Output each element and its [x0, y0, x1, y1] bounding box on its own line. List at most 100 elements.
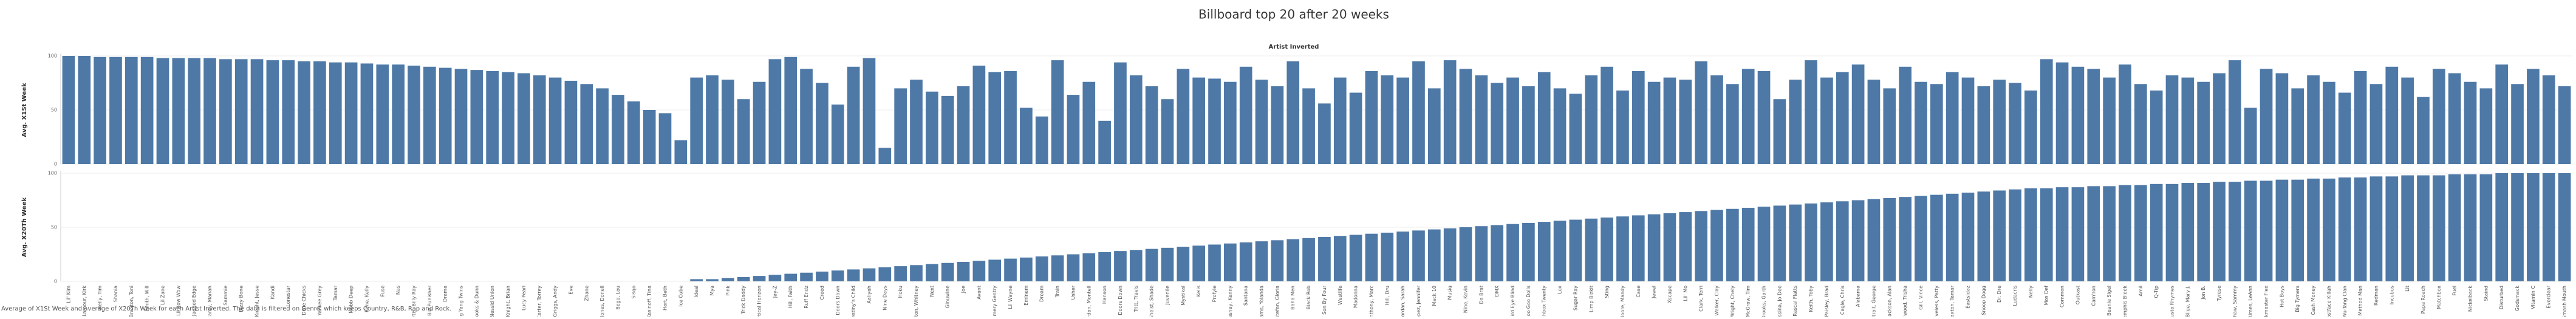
x-tick-label: Mya	[709, 286, 715, 296]
bar	[1129, 75, 1143, 164]
bar	[1396, 77, 1409, 164]
bar	[580, 84, 593, 164]
bar	[376, 64, 389, 165]
bar	[1255, 241, 1268, 281]
x-tick-label: Estefan, Gloria	[1274, 286, 1280, 317]
x-tick-label: Disturbed	[2499, 286, 2504, 309]
x-tick-label: Lil Zane	[160, 286, 165, 305]
x-tick-label: Moore, Mandy	[1620, 286, 1625, 317]
x-tick-label: Jones, Donell	[600, 286, 605, 317]
x-tick-label: Da Brat	[1478, 286, 1484, 304]
x-tick-label: Outkast	[2075, 286, 2080, 304]
bar	[1805, 60, 1817, 165]
bar	[2150, 90, 2163, 164]
bar	[2040, 59, 2053, 164]
bar	[1475, 75, 1488, 164]
x-tick-label: Blessid Union	[490, 286, 495, 317]
bar	[1333, 77, 1347, 164]
bar	[1915, 81, 1927, 164]
x-tick-label: Papa Roach	[2421, 286, 2426, 314]
bar	[1381, 232, 1394, 281]
bar	[706, 279, 719, 281]
bar	[1443, 228, 1457, 281]
bar	[1993, 190, 2006, 281]
bar	[2024, 188, 2037, 281]
bar	[344, 62, 358, 165]
x-tick-label: Curtis, Billy Ray	[411, 286, 417, 317]
bar	[925, 91, 938, 164]
bar	[1631, 70, 1645, 164]
bar	[62, 56, 75, 164]
x-tick-label: Hart, Beth	[662, 286, 668, 310]
bar	[1035, 116, 1048, 164]
bar	[172, 58, 185, 164]
x-tick-label: Ying Yang Twins	[459, 286, 464, 317]
x-tick-label: Kane, Kelly	[364, 286, 369, 312]
bar	[392, 64, 405, 165]
bar	[1695, 211, 1708, 281]
x-tick-label: Ideal	[694, 286, 699, 297]
bar	[1773, 205, 1786, 281]
x-tick-label: Strait, George	[1871, 286, 1876, 317]
x-tick-label: Braxton, Tamar	[1950, 285, 1955, 317]
x-tick-label: Mack 10	[1432, 286, 1437, 306]
x-tick-label: Sammie	[223, 286, 228, 306]
bar	[2197, 81, 2210, 164]
bar	[1820, 202, 1833, 281]
bar	[784, 57, 798, 164]
x-tick-label: Limp Bizkit	[1588, 286, 1594, 312]
bar	[1145, 86, 1158, 164]
bar	[2229, 60, 2241, 165]
x-tick-label: Q-Tip	[2154, 286, 2159, 298]
bar	[1585, 218, 1598, 281]
bar	[1082, 253, 1096, 281]
x-tick-label: Smash Mouth	[2562, 286, 2567, 317]
bar	[1318, 237, 1331, 281]
bar	[1899, 66, 1912, 164]
x-tick-label: Dixie Chicks	[301, 286, 307, 315]
bar	[1851, 64, 1865, 165]
bar	[2401, 175, 2414, 281]
x-tick-label: Kasinoff, Tina	[647, 286, 652, 317]
x-tick-label: Nelly	[2028, 286, 2034, 298]
bar	[1820, 77, 1833, 164]
x-tick-label: Sheist, Shade	[1149, 286, 1155, 317]
bar	[1710, 75, 1723, 164]
bar	[2055, 187, 2069, 281]
x-tick-label: Matchbox	[2436, 286, 2442, 309]
bar	[1224, 81, 1237, 164]
bar	[1710, 210, 1723, 281]
bar	[1883, 88, 1896, 164]
x-tick-label: Carter, Torrey	[537, 286, 542, 317]
bar	[1412, 230, 1425, 281]
bar	[1459, 227, 1472, 281]
x-tick-label: Bega, Lou	[615, 286, 621, 310]
x-tick-label: Carey, Mariah	[207, 286, 213, 317]
bar	[2354, 177, 2367, 281]
x-tick-label: Baha Men	[1290, 286, 1296, 310]
bar	[2119, 64, 2131, 165]
bar	[140, 57, 154, 164]
x-tick-label: Eve	[568, 286, 573, 295]
x-tick-label: Wright, Chely	[1730, 286, 1735, 317]
bar	[2417, 175, 2430, 281]
bar	[454, 69, 468, 164]
bar	[1930, 194, 1943, 281]
bar	[1601, 66, 1613, 164]
bar	[1867, 199, 1881, 281]
x-tick-label: Nine, Kevin	[1463, 286, 1469, 313]
x-tick-label: Avant	[976, 286, 982, 300]
x-tick-label: Rimes, LeAnn	[2248, 286, 2253, 317]
bar	[1663, 77, 1676, 164]
bar	[1082, 81, 1096, 164]
bar	[1679, 212, 1692, 281]
bar	[1427, 88, 1441, 164]
bar	[1098, 120, 1111, 164]
bar	[831, 105, 844, 164]
x-tick-label: Jon B.	[2201, 286, 2206, 300]
bar	[1349, 235, 1362, 281]
bar	[250, 59, 264, 164]
bar	[863, 268, 876, 281]
